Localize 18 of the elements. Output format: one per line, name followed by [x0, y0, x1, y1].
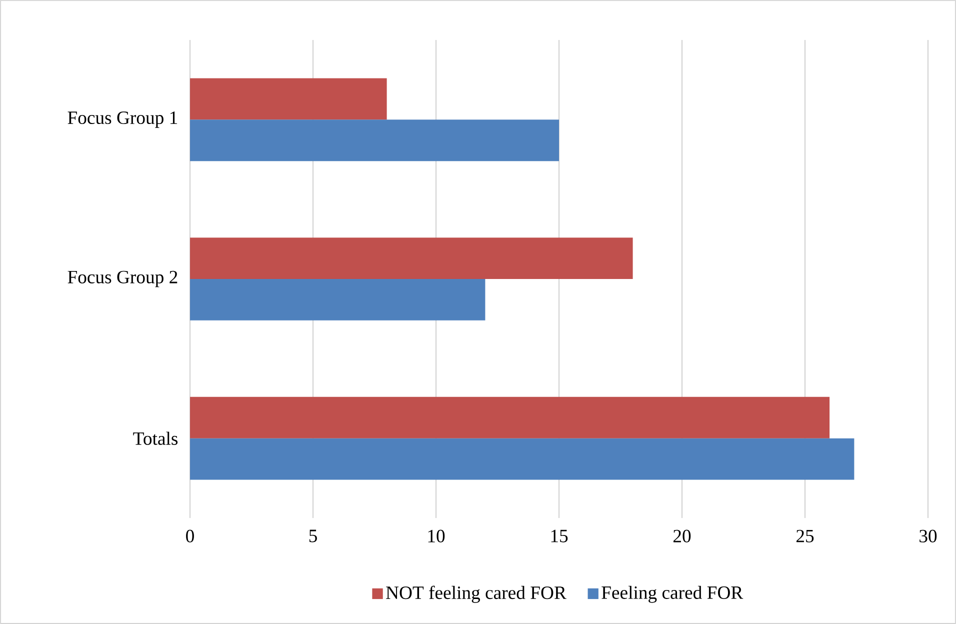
x-tick-label: 5 — [309, 530, 317, 542]
x-tick-label: 30 — [920, 530, 937, 542]
x-tick-label: 25 — [796, 530, 814, 542]
bar — [190, 120, 560, 162]
y-tick-label: Totals — [133, 432, 178, 445]
x-tick-label: 15 — [551, 530, 568, 542]
y-tick-label: Focus Group 1 — [68, 112, 178, 128]
x-tick-label: 20 — [673, 530, 691, 542]
x-tick-label: 10 — [428, 530, 445, 542]
x-tick-label: 0 — [186, 530, 194, 542]
bar — [190, 438, 854, 480]
bar — [190, 238, 633, 279]
legend-label: NOT feeling cared FOR — [386, 586, 566, 603]
bar — [190, 396, 830, 438]
bar — [190, 278, 486, 320]
bar — [190, 78, 387, 120]
y-tick-label: Focus Group 2 — [68, 270, 178, 288]
legend-label: Feeling cared FOR — [602, 586, 744, 603]
